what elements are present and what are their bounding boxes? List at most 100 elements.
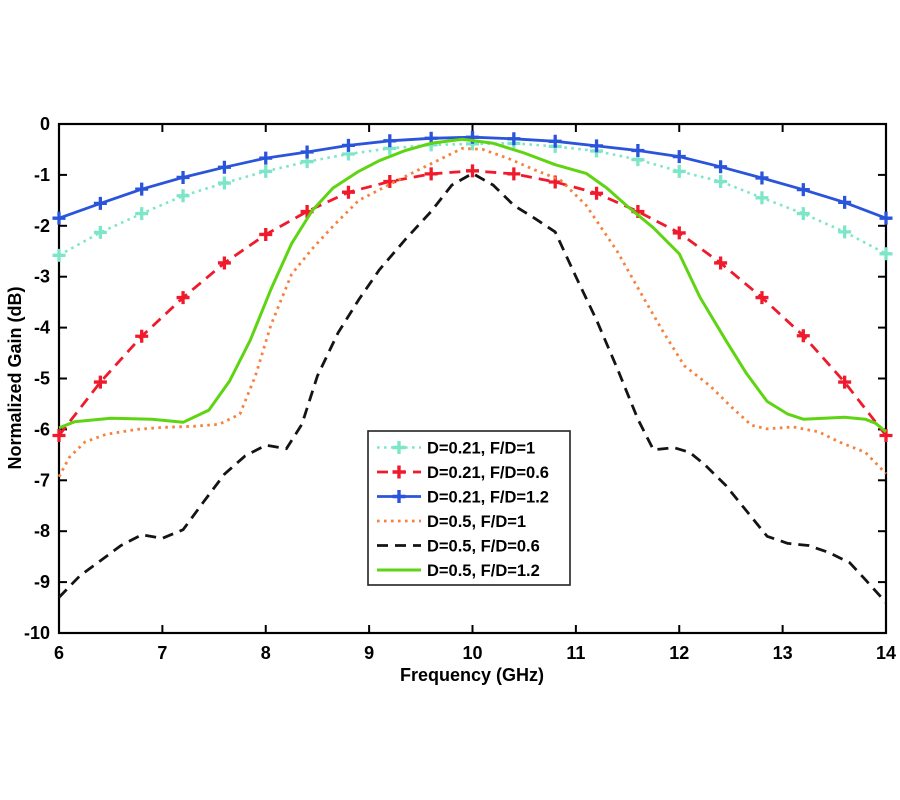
y-tick-label: -1 xyxy=(34,165,50,185)
legend-plus-marker xyxy=(392,490,406,503)
plus-marker xyxy=(796,183,810,197)
legend-item-3: D=0.5, F/D=1 xyxy=(377,513,526,531)
plus-marker xyxy=(672,150,686,164)
plus-marker xyxy=(259,164,273,178)
legend-plus-marker xyxy=(392,465,406,479)
x-tick-label: 8 xyxy=(261,643,271,663)
x-tick-label: 7 xyxy=(157,643,167,663)
plus-marker xyxy=(796,207,810,221)
y-axis-title: Normalized Gain (dB) xyxy=(5,286,25,469)
y-tick-label: -8 xyxy=(34,521,50,541)
plus-marker xyxy=(135,207,149,221)
legend-item-0: D=0.21, F/D=1 xyxy=(377,439,535,457)
plus-marker xyxy=(341,185,355,199)
plus-marker xyxy=(631,143,645,157)
plus-marker xyxy=(300,145,314,159)
series-markers-1 xyxy=(52,164,893,443)
y-tick-label: -9 xyxy=(34,572,50,592)
plus-marker xyxy=(52,211,66,225)
series-5 xyxy=(58,137,887,434)
plus-marker xyxy=(52,248,66,262)
legend-item-label: D=0.21, F/D=1.2 xyxy=(427,488,549,506)
plus-marker xyxy=(755,171,769,185)
legend-item-label: D=0.5, F/D=0.6 xyxy=(427,537,540,555)
x-tick-label: 9 xyxy=(364,643,374,663)
plus-marker xyxy=(93,375,107,389)
legend-item-label: D=0.21, F/D=1 xyxy=(427,439,535,457)
y-tick-label: -10 xyxy=(24,623,50,643)
axes-layer: 6 7 8 9 10 11 12 13 14 0 -1 -2 -3 -4 -5 -6 -7 -8 -9 -10 xyxy=(24,114,896,663)
plus-marker xyxy=(217,160,231,174)
plus-marker xyxy=(755,191,769,205)
y-tick-label: -4 xyxy=(34,318,50,338)
y-tick-label: -5 xyxy=(34,369,50,389)
x-tick-label: 10 xyxy=(462,643,482,663)
legend-item-label: D=0.5, F/D=1.2 xyxy=(427,562,540,580)
plus-marker xyxy=(672,226,686,240)
legend-item-label: D=0.5, F/D=1 xyxy=(427,513,526,531)
plus-marker xyxy=(507,132,521,146)
plus-marker xyxy=(590,139,604,153)
series-3 xyxy=(57,146,888,478)
series-markers-2 xyxy=(52,130,893,225)
series-line-5 xyxy=(58,137,887,434)
plus-marker xyxy=(176,170,190,184)
plus-marker xyxy=(135,329,149,343)
plus-marker xyxy=(838,195,852,209)
y-tick-label: -2 xyxy=(34,216,50,236)
series-line-3 xyxy=(57,146,888,478)
plus-marker xyxy=(424,167,438,181)
plus-marker xyxy=(93,225,107,239)
plus-marker xyxy=(672,164,686,178)
series-1 xyxy=(52,164,893,443)
plus-marker xyxy=(879,211,893,225)
plus-marker xyxy=(176,291,190,305)
series-layer xyxy=(52,130,893,604)
plus-marker xyxy=(341,138,355,152)
plus-marker xyxy=(507,167,521,181)
plus-marker xyxy=(176,189,190,203)
plus-marker xyxy=(755,291,769,305)
series-2 xyxy=(52,130,893,225)
plus-marker xyxy=(93,196,107,210)
x-tick-label: 12 xyxy=(669,643,689,663)
y-tick-label: -6 xyxy=(34,419,50,439)
plus-marker xyxy=(466,164,479,178)
legend-item-5: D=0.5, F/D=1.2 xyxy=(377,562,540,580)
y-tick-label: 0 xyxy=(40,114,50,134)
plus-marker xyxy=(714,160,728,174)
plus-marker xyxy=(838,375,852,389)
x-tick-label: 13 xyxy=(773,643,793,663)
series-markers-0 xyxy=(52,136,893,262)
plus-marker xyxy=(548,134,562,148)
plus-marker xyxy=(590,186,604,200)
plus-marker xyxy=(135,182,149,196)
series-line-0 xyxy=(58,142,887,257)
plus-marker xyxy=(714,175,728,189)
plus-marker xyxy=(259,151,273,165)
legend-item-4: D=0.5, F/D=0.6 xyxy=(377,537,540,555)
legend-item-2: D=0.21, F/D=1.2 xyxy=(377,488,549,506)
legend-box xyxy=(367,430,571,586)
plus-marker xyxy=(838,225,852,239)
plus-marker xyxy=(217,256,231,270)
legend-plus-marker xyxy=(392,441,406,454)
x-tick-label: 14 xyxy=(876,643,896,663)
x-tick-label: 11 xyxy=(566,643,585,663)
legend-item-label: D=0.21, F/D=0.6 xyxy=(427,464,549,482)
legend: D=0.21, F/D=1 D=0.21, F/D=0.6 D=0.21, F/D=… xyxy=(367,430,571,586)
y-tick-label: -7 xyxy=(34,470,50,490)
series-line-4 xyxy=(57,171,888,604)
plus-marker xyxy=(217,176,231,190)
series-4 xyxy=(57,171,888,604)
x-tick-label: 6 xyxy=(54,643,64,663)
y-tick-label: -3 xyxy=(34,267,50,287)
plus-marker xyxy=(714,256,728,270)
legend-item-1: D=0.21, F/D=0.6 xyxy=(377,464,549,482)
plus-marker xyxy=(796,329,810,343)
plus-marker xyxy=(879,247,893,261)
x-axis-title: Frequency (GHz) xyxy=(400,665,544,685)
plus-marker xyxy=(52,429,66,443)
